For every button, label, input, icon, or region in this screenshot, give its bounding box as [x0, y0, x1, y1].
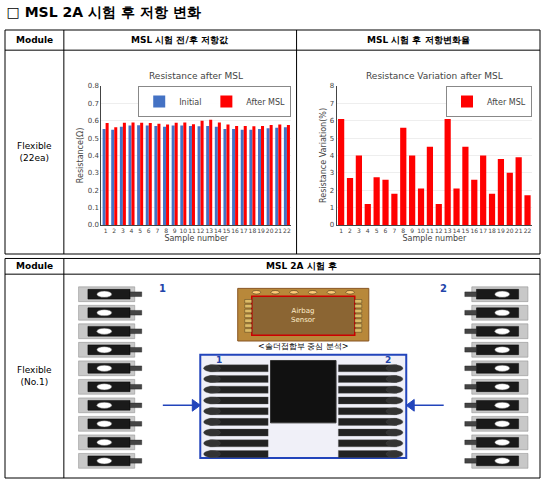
svg-text:17: 17 — [240, 227, 248, 234]
svg-text:2: 2 — [440, 283, 447, 294]
svg-text:9: 9 — [410, 227, 414, 234]
svg-text:10: 10 — [417, 227, 425, 234]
svg-text:18: 18 — [488, 227, 496, 234]
svg-text:Resistance after MSL: Resistance after MSL — [149, 71, 243, 81]
svg-text:3: 3 — [330, 169, 334, 177]
svg-text:5: 5 — [330, 135, 334, 143]
svg-text:Resistance(Ω): Resistance(Ω) — [76, 128, 85, 183]
svg-text:7: 7 — [155, 227, 159, 234]
svg-text:18: 18 — [249, 227, 257, 234]
svg-text:10: 10 — [179, 227, 187, 234]
svg-text:8: 8 — [330, 82, 334, 90]
svg-text:0.3: 0.3 — [88, 169, 99, 177]
svg-text:7: 7 — [330, 100, 334, 108]
svg-text:20: 20 — [266, 227, 274, 234]
svg-text:□ MSL 2A 시험 후 저항 변화: □ MSL 2A 시험 후 저항 변화 — [7, 4, 201, 20]
svg-text:1: 1 — [330, 204, 334, 212]
svg-text:AirbagSensor: AirbagSensor — [291, 307, 315, 324]
svg-text:21: 21 — [274, 227, 282, 234]
svg-text:17: 17 — [479, 227, 487, 234]
svg-text:1: 1 — [159, 283, 166, 294]
svg-text:Module: Module — [16, 261, 53, 271]
svg-text:8: 8 — [401, 227, 405, 234]
svg-text:Resistance Variation(%): Resistance Variation(%) — [319, 108, 328, 203]
svg-text:5: 5 — [375, 227, 379, 234]
svg-text:9: 9 — [173, 227, 177, 234]
svg-text:2: 2 — [112, 227, 116, 234]
svg-text:MSL 시험 전/후 저항값: MSL 시험 전/후 저항값 — [131, 35, 229, 45]
svg-text:Sample number: Sample number — [164, 234, 228, 243]
svg-text:7: 7 — [392, 227, 396, 234]
svg-text:15: 15 — [462, 227, 470, 234]
svg-text:0.1: 0.1 — [88, 204, 99, 212]
svg-text:MSL 시험 후 저항변화율: MSL 시험 후 저항변화율 — [367, 35, 470, 45]
svg-text:4: 4 — [330, 152, 335, 160]
svg-text:After MSL: After MSL — [246, 98, 285, 107]
svg-text:22: 22 — [524, 227, 532, 234]
svg-text:0.0: 0.0 — [88, 221, 99, 229]
svg-text:22: 22 — [283, 227, 291, 234]
svg-text:16: 16 — [231, 227, 239, 234]
svg-text:2: 2 — [348, 227, 352, 234]
svg-text:6: 6 — [384, 227, 388, 234]
svg-text:1: 1 — [216, 355, 222, 365]
svg-text:1: 1 — [339, 227, 343, 234]
svg-text:Flexible(No.1): Flexible(No.1) — [17, 365, 52, 387]
svg-text:11: 11 — [426, 227, 434, 234]
svg-text:12: 12 — [435, 227, 443, 234]
svg-text:0.2: 0.2 — [88, 187, 99, 195]
svg-text:2: 2 — [385, 355, 391, 365]
svg-text:Initial: Initial — [179, 98, 201, 107]
svg-text:11: 11 — [188, 227, 196, 234]
svg-text:19: 19 — [257, 227, 265, 234]
svg-text:4: 4 — [366, 227, 370, 234]
svg-text:21: 21 — [515, 227, 523, 234]
svg-text:19: 19 — [497, 227, 505, 234]
svg-text:2: 2 — [330, 187, 334, 195]
svg-text:5: 5 — [138, 227, 142, 234]
svg-text:14: 14 — [453, 227, 461, 234]
svg-text:16: 16 — [470, 227, 478, 234]
svg-text:0.5: 0.5 — [88, 135, 99, 143]
svg-text:6: 6 — [147, 227, 151, 234]
svg-text:0: 0 — [330, 221, 334, 229]
svg-text:After MSL: After MSL — [487, 98, 526, 107]
svg-text:Flexible(22ea): Flexible(22ea) — [17, 141, 52, 163]
svg-text:14: 14 — [214, 227, 222, 234]
svg-text:12: 12 — [197, 227, 205, 234]
svg-text:13: 13 — [205, 227, 213, 234]
svg-text:13: 13 — [444, 227, 452, 234]
svg-text:8: 8 — [164, 227, 168, 234]
svg-text:1: 1 — [104, 227, 108, 234]
svg-text:0.7: 0.7 — [88, 100, 99, 108]
svg-text:0.6: 0.6 — [88, 117, 100, 125]
svg-text:0.8: 0.8 — [88, 82, 99, 90]
svg-text:15: 15 — [223, 227, 231, 234]
svg-text:3: 3 — [357, 227, 361, 234]
svg-text:20: 20 — [506, 227, 514, 234]
svg-text:Module: Module — [16, 35, 53, 45]
svg-text:4: 4 — [130, 227, 134, 234]
svg-text:0.4: 0.4 — [88, 152, 100, 160]
svg-text:MSL 2A 시험 후: MSL 2A 시험 후 — [266, 261, 337, 271]
svg-text:<솔더접합부 중심 분석>: <솔더접합부 중심 분석> — [258, 342, 349, 351]
svg-text:Resistance Variation after MSL: Resistance Variation after MSL — [366, 71, 503, 81]
svg-text:Sample number: Sample number — [402, 234, 466, 243]
svg-text:3: 3 — [121, 227, 125, 234]
svg-text:6: 6 — [330, 117, 335, 125]
